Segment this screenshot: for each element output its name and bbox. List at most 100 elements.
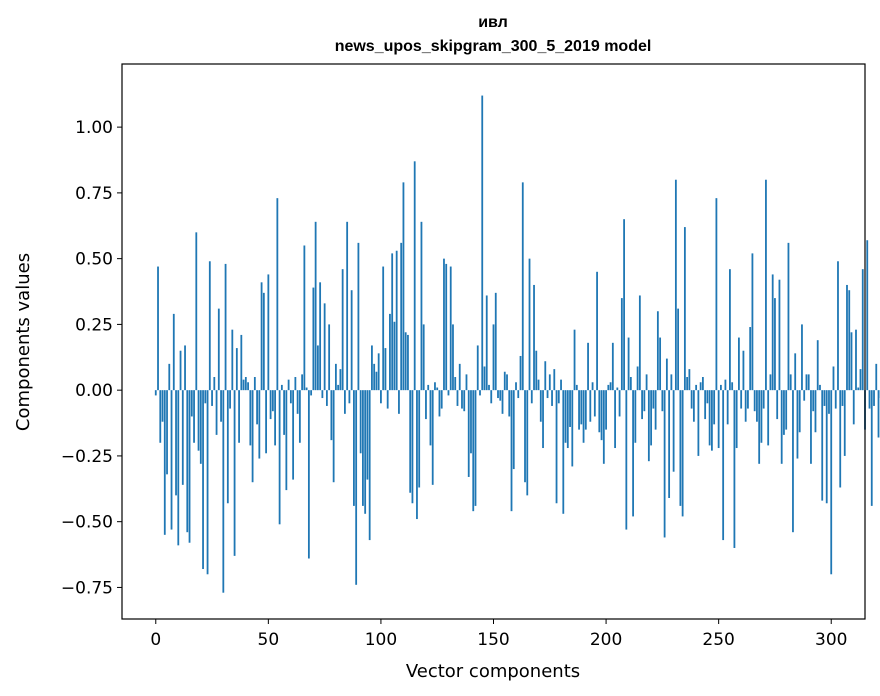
bar [517,390,520,399]
bar [445,263,448,391]
x-axis-label: Vector components [406,661,580,682]
bar [627,337,630,391]
bar [274,390,276,446]
bar [242,379,245,391]
bar [801,324,803,391]
bar [206,390,209,575]
bar [537,379,540,391]
bar [564,390,567,443]
bar [539,390,542,422]
bar [780,390,783,464]
bar [294,377,297,391]
bar [789,374,792,391]
bar [314,221,317,391]
bar [488,384,490,391]
bar [184,345,186,391]
bar [679,390,682,506]
bar [830,390,833,575]
bar [238,390,240,443]
bar [744,390,747,422]
bar [348,390,351,404]
bar [321,390,324,399]
bar [765,179,767,391]
bar [346,221,349,391]
bar [733,390,736,548]
bar [859,369,862,391]
bar [490,390,493,404]
bar [632,390,634,517]
bar [692,390,695,422]
bar [846,284,848,391]
bar [533,284,535,391]
bar [551,390,553,406]
bar [553,369,556,391]
bar [557,390,560,404]
bar [524,390,526,483]
bar [526,390,529,496]
bar [260,282,263,391]
bar [756,390,758,422]
bar [199,390,202,464]
bar [634,390,637,443]
bar [267,274,270,391]
bar [823,390,826,406]
bar [548,374,551,391]
bar [389,313,391,391]
bar [244,377,247,391]
bar [697,390,700,456]
bar [224,263,227,391]
bar [217,308,220,391]
bar [819,384,821,391]
bar [226,390,229,504]
bar [629,377,632,391]
bar [393,321,396,391]
bars-group [154,95,880,593]
bar [377,353,380,391]
bar [280,384,283,391]
bar [434,382,436,391]
bar [476,345,479,391]
bar [247,382,249,391]
bar [602,390,605,464]
bar [794,353,797,391]
bar [483,366,486,391]
bar [623,219,625,391]
bar [177,390,180,546]
bar [258,390,261,459]
bar [341,269,344,391]
bar [190,390,193,417]
bar [701,377,704,391]
bar [778,279,781,391]
bar [497,390,499,399]
bar [670,374,673,391]
bar [301,374,304,391]
bar [762,390,765,409]
bar [598,390,601,433]
bar [535,350,538,391]
bar [643,390,646,412]
bar [443,258,445,391]
bar [729,269,731,391]
bar [665,358,668,391]
bar [711,390,713,451]
bar [659,337,662,391]
bar [769,374,772,391]
chart-title: ивл [478,14,508,31]
y-tick-label: 0.75 [75,184,113,204]
bar [467,390,470,477]
bar [438,390,441,417]
bar [193,390,195,443]
bar [181,390,184,485]
bar [528,258,531,391]
bar [749,327,752,391]
bar [425,390,427,420]
bar [661,390,664,412]
y-tick-label: −0.25 [61,447,113,467]
bar [416,390,418,520]
bar [614,390,616,449]
bar [265,390,267,454]
bar [461,390,463,409]
bar [850,332,853,391]
bar [519,355,522,391]
bar [287,379,290,391]
